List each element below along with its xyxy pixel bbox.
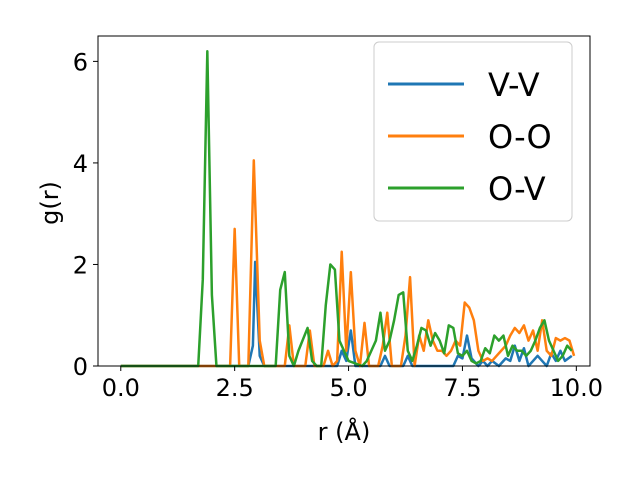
series-line-o-o <box>120 159 576 368</box>
x-tick-label: 2.5 <box>216 374 254 402</box>
y-axis-label: g(r) <box>36 181 64 225</box>
x-tick-label: 10.0 <box>550 374 603 402</box>
y-tick-label: 4 <box>73 150 88 178</box>
series-line-o-v <box>120 49 573 368</box>
x-axis: 0.0 2.5 5.0 7.5 10.0 <box>102 366 603 402</box>
legend-label-o-v: O-V <box>488 170 546 208</box>
y-axis: 0 2 4 6 <box>73 48 98 381</box>
x-tick-label: 7.5 <box>443 374 481 402</box>
legend-box <box>373 41 573 222</box>
y-tick-label: 2 <box>73 251 88 279</box>
axes-frame <box>97 35 591 367</box>
y-tick-label: 0 <box>73 353 88 381</box>
x-tick-label: 0.0 <box>102 374 140 402</box>
legend-label-o-o: O-O <box>488 118 552 156</box>
series-line-v-v <box>120 260 573 368</box>
x-tick-label: 5.0 <box>329 374 367 402</box>
legend-label-v-v: V-V <box>488 66 540 104</box>
x-axis-label: r (Å) <box>318 417 371 446</box>
y-tick-label: 6 <box>73 48 88 76</box>
legend: V-V O-O O-V <box>373 41 573 222</box>
series-layer <box>120 49 576 368</box>
